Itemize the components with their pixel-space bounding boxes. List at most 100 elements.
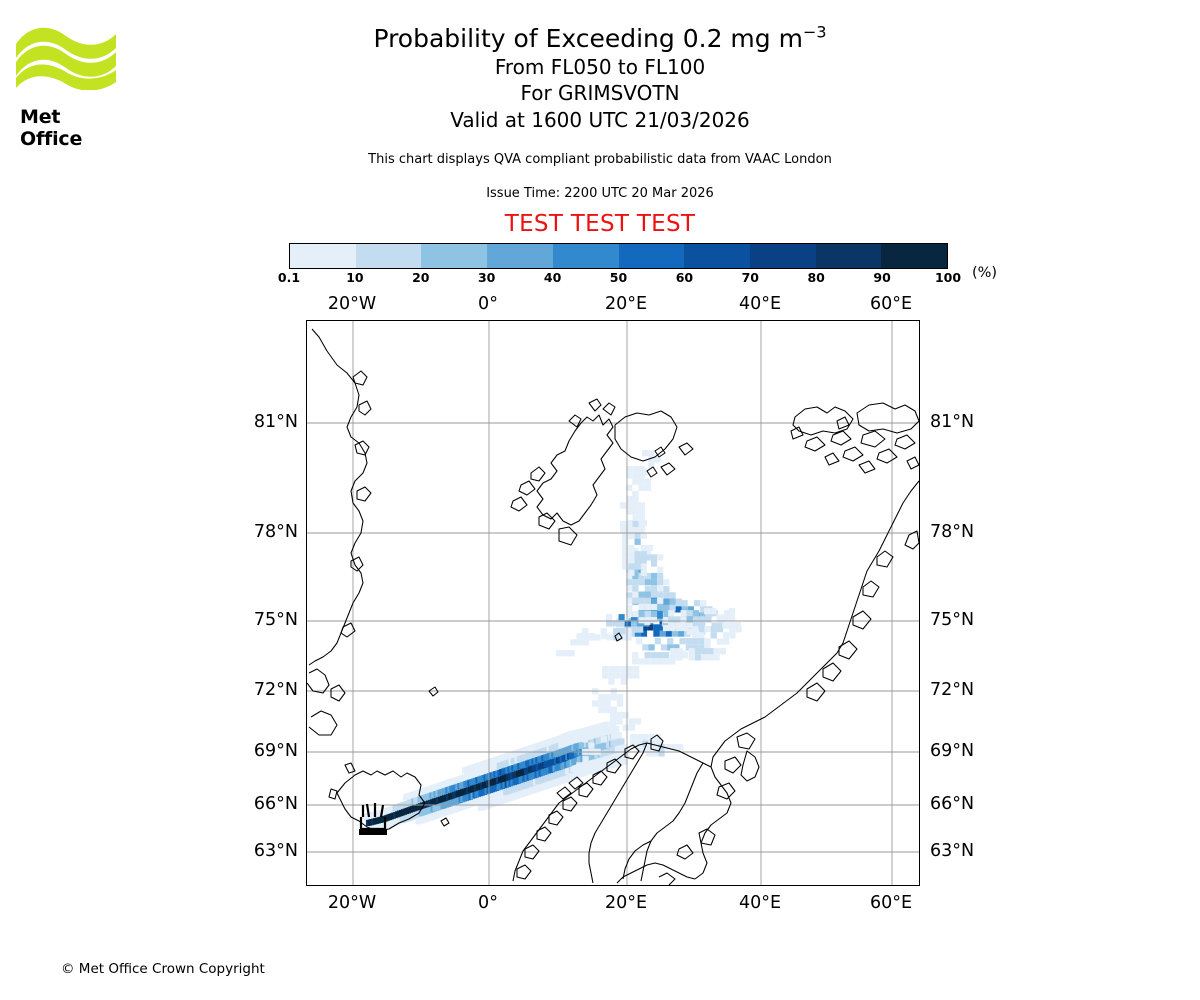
probability-cell xyxy=(656,652,664,659)
probability-cell xyxy=(644,579,651,586)
probability-cell xyxy=(670,744,678,751)
probability-cell xyxy=(630,626,638,633)
title-text: Probability of Exceeding 0.2 mg m xyxy=(373,24,803,53)
probability-cell xyxy=(626,466,633,473)
probability-cell xyxy=(654,740,662,747)
probability-cell xyxy=(582,768,589,775)
probability-cell xyxy=(636,638,643,645)
probability-cell xyxy=(644,591,651,598)
longitude-label-40°E: 40°E xyxy=(738,294,782,314)
probability-cell xyxy=(632,566,639,573)
probability-cell xyxy=(707,648,714,655)
latitude-label-left-66°N: 66°N xyxy=(253,794,298,814)
probability-cell xyxy=(650,554,658,561)
probability-cell xyxy=(644,603,651,611)
probability-cell xyxy=(716,638,724,645)
probability-cell xyxy=(644,597,651,604)
probability-cell xyxy=(636,734,643,741)
met-office-waves-icon xyxy=(16,27,116,90)
probability-cell xyxy=(669,592,676,599)
probability-cell xyxy=(644,548,651,555)
probability-cell xyxy=(608,678,615,685)
probability-cell xyxy=(665,630,672,637)
probability-cell xyxy=(650,652,657,659)
probability-cell xyxy=(642,450,649,457)
probability-cell xyxy=(679,638,686,645)
latitude-labels-right: 81°N 78°N 75°N 72°N 69°N 66°N 63°N xyxy=(930,320,1002,886)
probability-cell xyxy=(657,592,664,599)
probability-cell xyxy=(652,744,659,751)
probability-cell xyxy=(626,592,633,599)
probability-cell xyxy=(704,626,711,633)
probability-cell xyxy=(600,628,607,635)
title-exponent: −3 xyxy=(802,22,827,42)
probability-cell xyxy=(704,608,711,615)
probability-cell xyxy=(659,624,666,631)
probability-cell xyxy=(632,585,639,592)
probability-cell xyxy=(692,632,699,639)
met-office-logo: Met Office xyxy=(10,18,122,150)
probability-cell xyxy=(657,585,664,592)
probability-cell xyxy=(675,606,682,613)
probability-cell xyxy=(698,644,705,651)
probability-cell xyxy=(658,750,665,757)
latitude-label-left-78°N: 78°N xyxy=(253,522,298,542)
probability-cell xyxy=(626,533,633,540)
longitude-label-20°E: 20°E xyxy=(604,294,648,314)
probability-cell xyxy=(728,614,736,621)
probability-cell xyxy=(686,622,693,629)
probability-cell xyxy=(648,450,655,457)
probability-cell xyxy=(622,563,629,570)
probability-cell xyxy=(608,672,615,679)
probability-cell xyxy=(663,658,670,665)
probability-cell xyxy=(614,666,621,673)
probability-cell xyxy=(622,712,629,719)
probability-cell xyxy=(675,598,682,605)
probability-cell xyxy=(650,560,658,567)
latitude-label-left-75°N: 75°N xyxy=(253,610,298,630)
probability-cell xyxy=(650,603,658,611)
probability-cell xyxy=(669,598,676,605)
probability-cell xyxy=(624,620,631,627)
qva-note: This chart displays QVA compliant probab… xyxy=(368,151,832,167)
probability-cell xyxy=(610,724,617,731)
probability-cell xyxy=(711,622,718,629)
probability-cell xyxy=(648,462,655,469)
probability-cell xyxy=(688,654,695,661)
probability-cell xyxy=(659,630,666,637)
probability-cell xyxy=(653,624,660,631)
latitude-label-left-72°N: 72°N xyxy=(253,680,298,700)
probability-cell xyxy=(707,654,714,661)
probability-cell xyxy=(637,626,644,633)
brand-name: Met Office xyxy=(20,106,83,150)
probability-cell xyxy=(582,730,589,737)
probability-cell xyxy=(664,744,671,751)
probability-cell xyxy=(638,472,645,479)
map-canvas xyxy=(307,321,919,885)
probability-cell xyxy=(646,744,653,751)
colorbar-segment-8 xyxy=(815,244,882,268)
probability-cell xyxy=(576,762,583,769)
probability-cell xyxy=(687,606,694,613)
probability-cell xyxy=(632,610,639,618)
probability-cell xyxy=(632,579,639,586)
probability-cell xyxy=(680,610,687,617)
probability-cell xyxy=(656,612,663,619)
probability-cell xyxy=(604,721,611,728)
probability-cell xyxy=(626,472,633,479)
probability-cell xyxy=(556,650,563,657)
probability-cell xyxy=(625,634,632,641)
probability-cell xyxy=(634,630,641,637)
probability-cell xyxy=(644,572,651,580)
probability-cell xyxy=(686,628,693,635)
probability-cell xyxy=(628,718,635,725)
probability-cell xyxy=(608,666,615,673)
map-plot-area[interactable] xyxy=(306,320,920,886)
probability-cell xyxy=(628,551,635,558)
probability-cell xyxy=(576,633,583,640)
probability-cell xyxy=(710,608,717,615)
probability-cell xyxy=(710,626,717,633)
probability-cell xyxy=(638,514,645,521)
probability-cell xyxy=(626,527,633,534)
probability-cell xyxy=(675,652,682,659)
